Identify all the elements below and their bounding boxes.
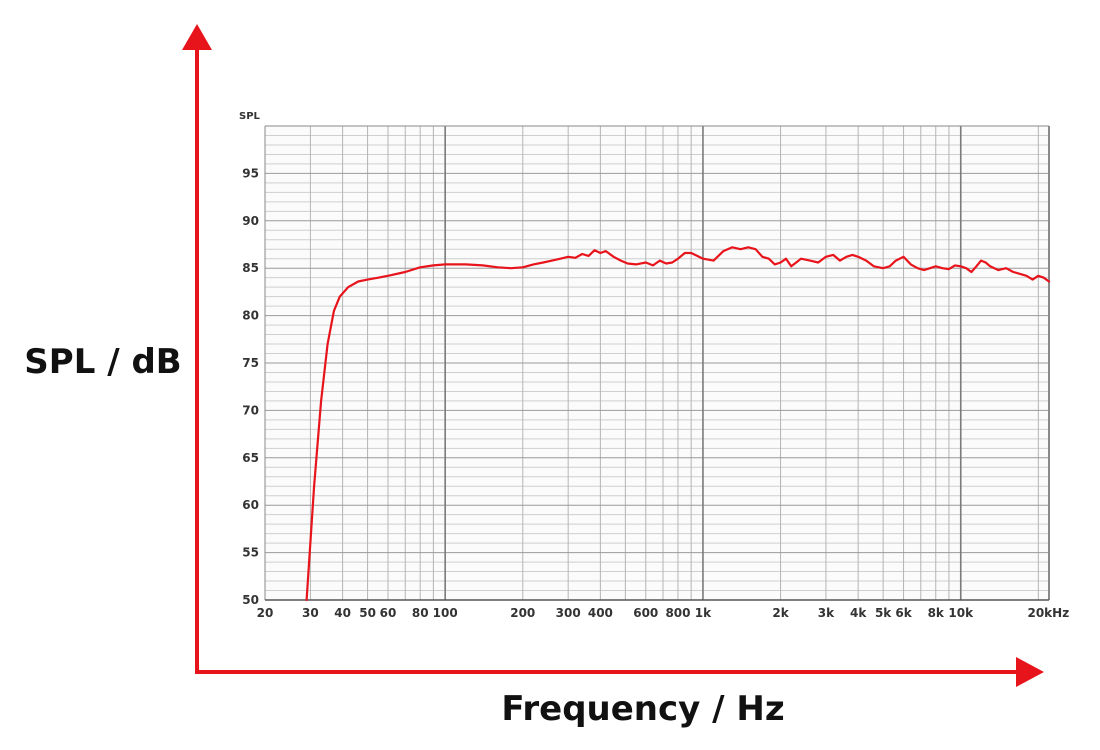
y-tick-label: 60	[242, 498, 259, 512]
axis-top-label: SPL	[239, 111, 261, 122]
x-tick-label: 800	[665, 606, 690, 620]
y-tick-label: 70	[242, 403, 259, 417]
x-tick-label: 80	[412, 606, 429, 620]
y-axis-label: SPL / dB	[24, 342, 181, 382]
x-tick-label: 100	[433, 606, 458, 620]
x-tick-label: 300	[556, 606, 581, 620]
x-tick-label: 60	[380, 606, 397, 620]
x-axis-arrowhead	[1016, 657, 1044, 687]
x-tick-label: 10k	[948, 606, 974, 620]
y-tick-label: 80	[242, 309, 259, 323]
x-tick-label: 200	[510, 606, 535, 620]
x-tick-label: 3k	[818, 606, 835, 620]
y-tick-label: 50	[242, 593, 259, 607]
x-tick-label: 1k	[695, 606, 712, 620]
y-tick-label: 65	[242, 451, 259, 465]
y-tick-label: 75	[242, 356, 259, 370]
y-tick-label: 55	[242, 546, 259, 560]
x-tick-label: 8k	[928, 606, 945, 620]
x-axis-label: Frequency / Hz	[501, 689, 784, 729]
x-tick-label: 40	[334, 606, 351, 620]
x-tick-label: 20kHz	[1027, 606, 1069, 620]
y-axis-arrowhead	[182, 24, 212, 50]
y-tick-label: 85	[242, 261, 259, 275]
x-tick-label: 20	[257, 606, 274, 620]
x-tick-label: 50	[359, 606, 376, 620]
grid-major-lines	[265, 126, 1049, 600]
y-tick-label: 90	[242, 214, 259, 228]
x-tick-label: 30	[302, 606, 319, 620]
y-tick-label: 95	[242, 166, 259, 180]
x-tick-label: 600	[633, 606, 658, 620]
spl-response-curve	[305, 246, 1051, 602]
x-tick-label: 4k	[850, 606, 867, 620]
x-tick-label: 400	[588, 606, 613, 620]
x-tick-label: 5k	[875, 606, 892, 620]
grid-minor-lines	[264, 126, 1049, 600]
x-tick-label: 6k	[895, 606, 912, 620]
x-tick-label: 2k	[772, 606, 789, 620]
